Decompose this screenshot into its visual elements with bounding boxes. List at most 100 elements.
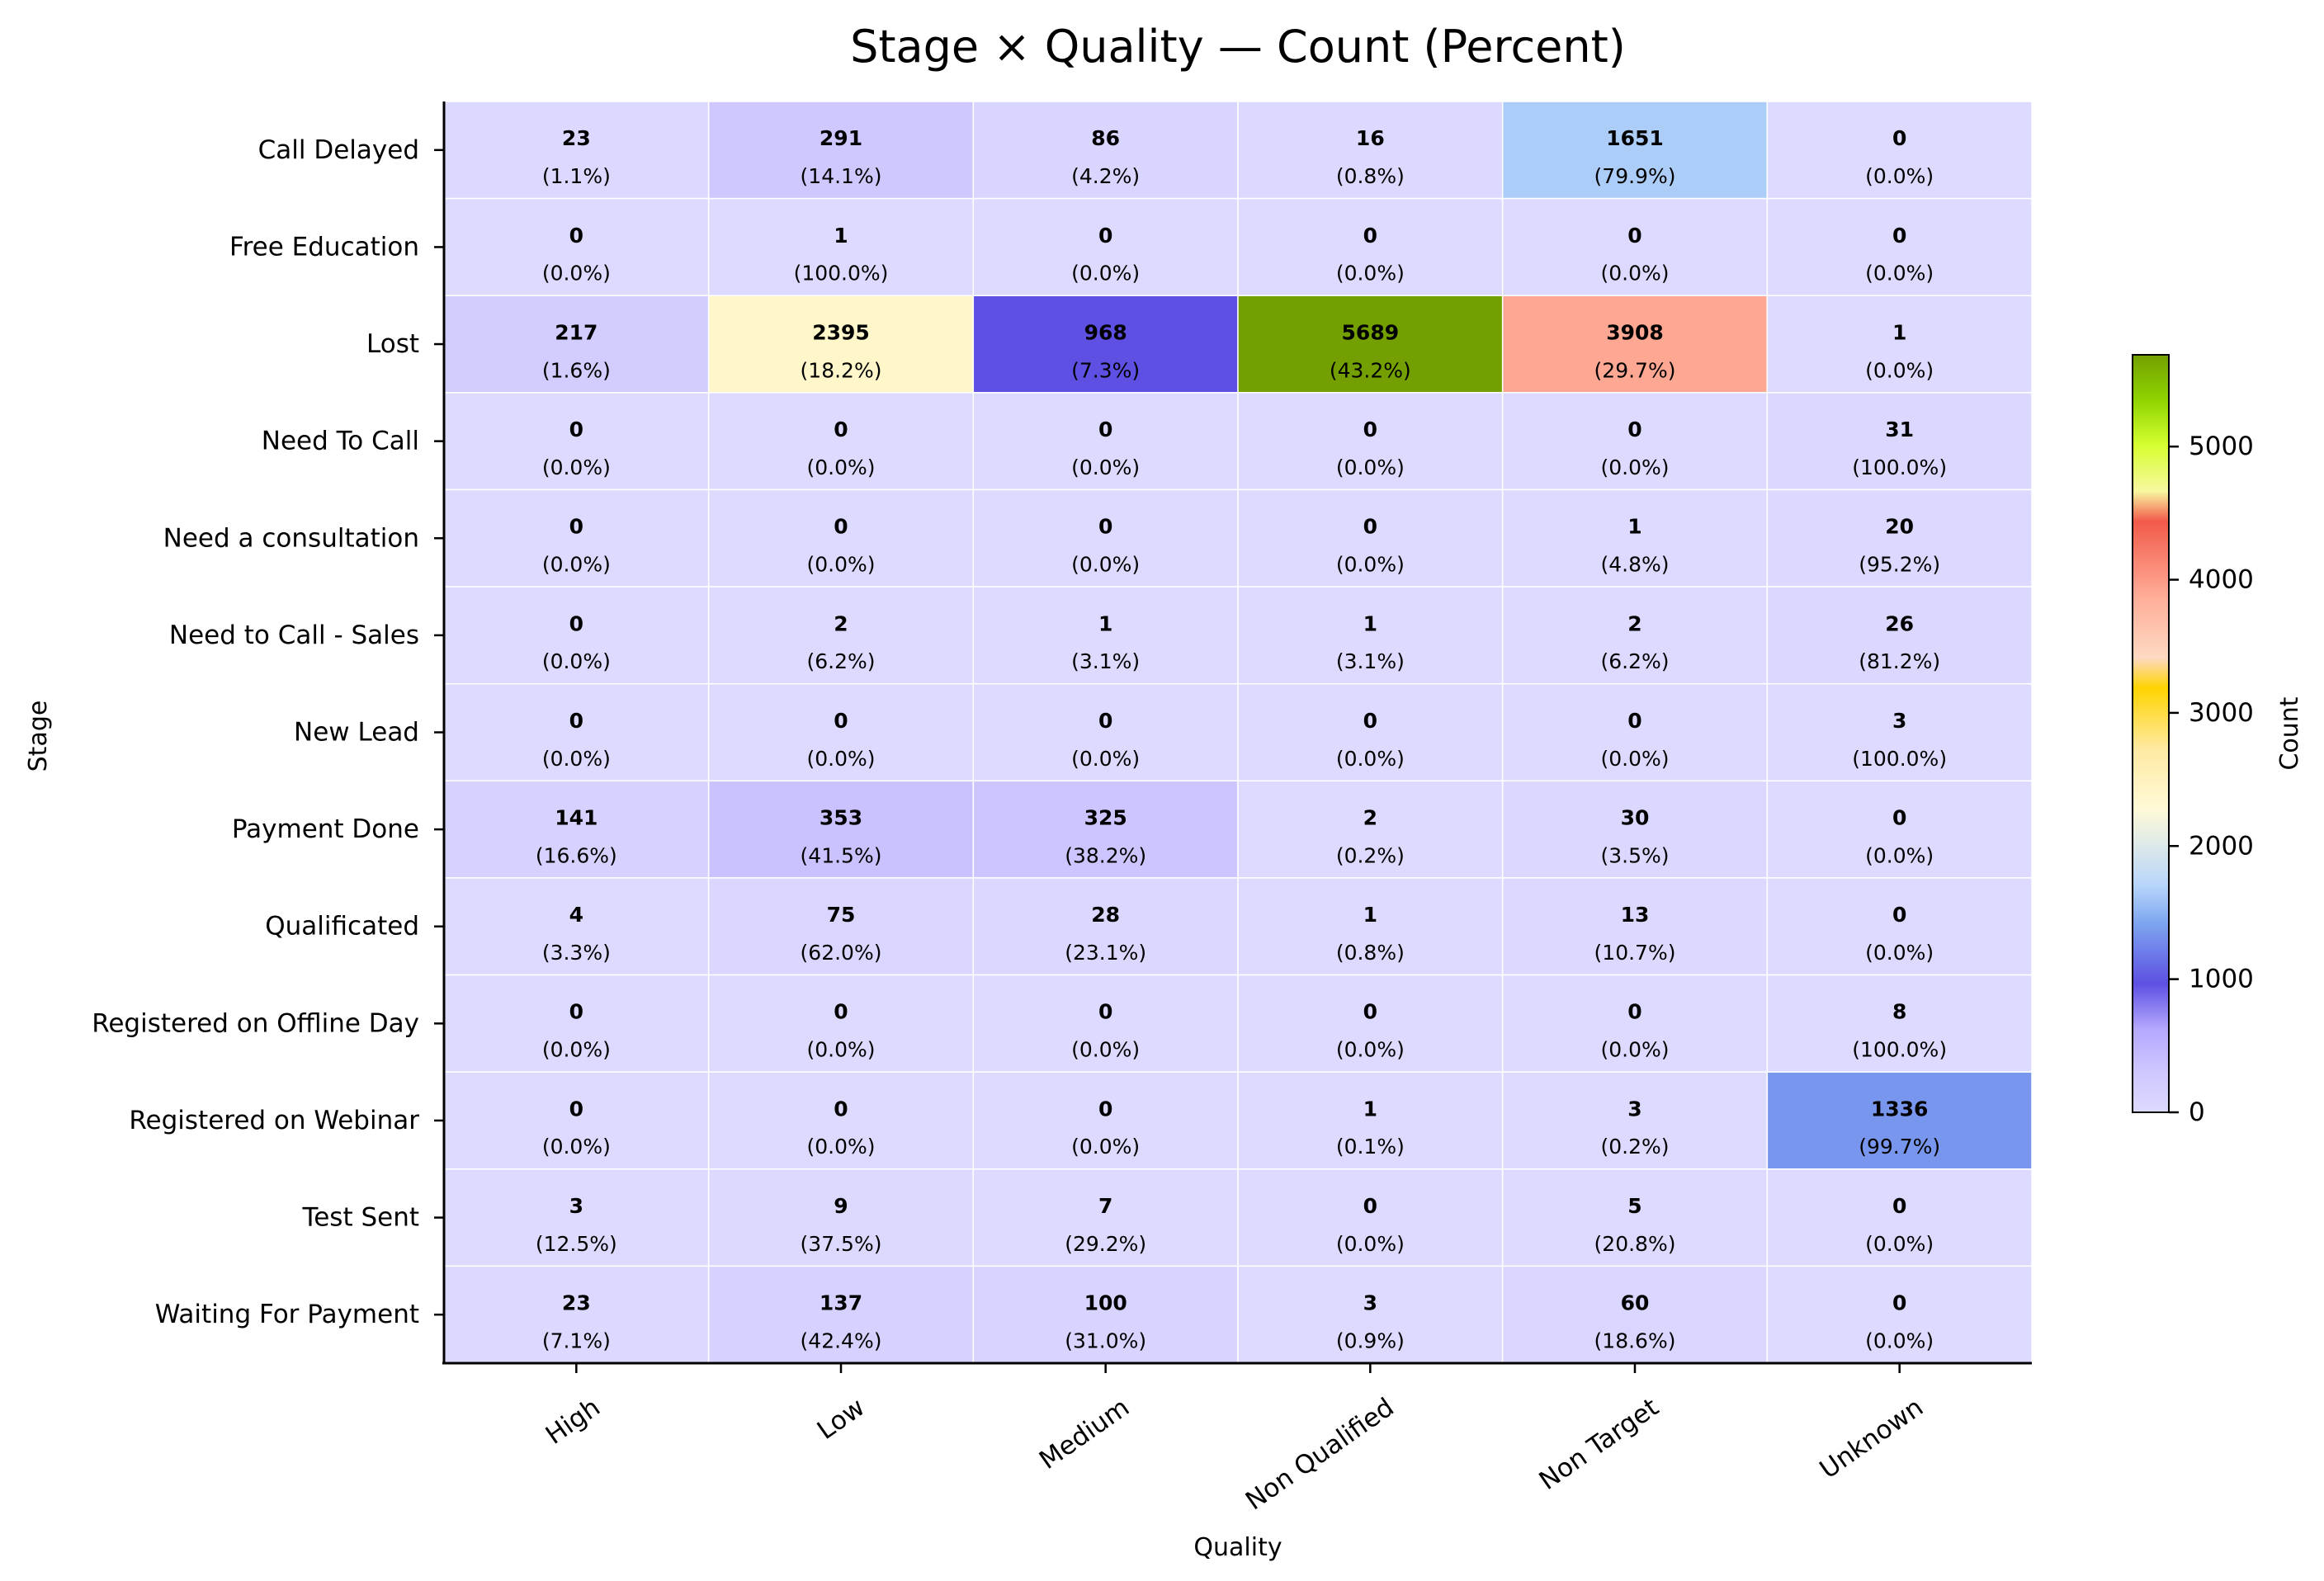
- cell-count-label: 217: [555, 320, 598, 344]
- heatmap-cell: [1766, 295, 2033, 394]
- cell-percent-label: (3.1%): [1336, 649, 1405, 673]
- heatmap-cell: [1766, 1168, 2033, 1267]
- cell-count-label: 28: [1091, 903, 1120, 927]
- cell-count-label: 0: [1627, 709, 1641, 733]
- cell-percent-label: (6.2%): [806, 649, 875, 673]
- cell-percent-label: (7.1%): [542, 1329, 611, 1352]
- cell-percent-label: (0.2%): [1600, 1135, 1669, 1159]
- heatmap-cell: [443, 392, 710, 491]
- heatmap-cell: [1501, 488, 1769, 588]
- colorbar: 0 1000 2000 3000 4000 5000 Count: [2132, 354, 2304, 1127]
- colorbar-tick-label: 0: [2189, 1097, 2205, 1127]
- cell-count-label: 60: [1621, 1291, 1650, 1315]
- heatmap-cell: [443, 877, 710, 976]
- cell-percent-label: (99.7%): [1859, 1135, 1940, 1159]
- cell-percent-label: (41.5%): [801, 843, 882, 867]
- cell-count-label: 0: [569, 611, 583, 635]
- cell-count-label: 1651: [1606, 126, 1664, 150]
- cell-percent-label: (0.0%): [806, 1038, 875, 1062]
- cell-percent-label: (0.9%): [1336, 1329, 1405, 1352]
- cell-percent-label: (0.0%): [542, 649, 611, 673]
- cell-count-label: 20: [1885, 515, 1914, 539]
- heatmap-cell: [972, 488, 1239, 588]
- heatmap-cell: [1501, 877, 1769, 976]
- heatmap-cell: [443, 101, 710, 200]
- cell-count-label: 3908: [1606, 320, 1664, 344]
- cell-count-label: 0: [1892, 1194, 1906, 1218]
- cell-percent-label: (0.0%): [1336, 747, 1405, 771]
- cell-percent-label: (7.3%): [1071, 358, 1140, 382]
- heatmap-cell: [443, 1168, 710, 1267]
- heatmap-cell: [1237, 101, 1504, 200]
- heatmap-cell: [1501, 1168, 1769, 1267]
- cell-count-label: 2: [1363, 806, 1377, 830]
- cell-percent-label: (29.2%): [1065, 1232, 1146, 1256]
- heatmap-cell: [707, 295, 975, 394]
- heatmap-cell: [707, 974, 975, 1073]
- cell-percent-label: (0.8%): [1336, 164, 1405, 188]
- cell-percent-label: (42.4%): [801, 1329, 882, 1352]
- cell-percent-label: (43.2%): [1330, 358, 1411, 382]
- cell-percent-label: (0.0%): [1865, 262, 1934, 286]
- heatmap-cell: [1237, 295, 1504, 394]
- cell-count-label: 0: [834, 418, 848, 441]
- cell-percent-label: (0.0%): [542, 747, 611, 771]
- heatmap-cell: [443, 974, 710, 1073]
- cell-percent-label: (100.0%): [1852, 1038, 1947, 1062]
- x-tick-label: Unknown: [1815, 1392, 1930, 1484]
- y-tick-label: Free Education: [229, 232, 419, 262]
- cell-percent-label: (0.0%): [542, 553, 611, 577]
- y-tick-label: Waiting For Payment: [155, 1300, 419, 1329]
- y-tick-label: Need to Call - Sales: [169, 621, 419, 650]
- cell-count-label: 0: [569, 1097, 583, 1121]
- cell-percent-label: (0.0%): [806, 553, 875, 577]
- colorbar-tick-label: 4000: [2189, 565, 2254, 595]
- cell-percent-label: (0.0%): [1865, 1232, 1934, 1256]
- cell-count-label: 0: [1098, 1097, 1112, 1121]
- cell-count-label: 0: [569, 515, 583, 539]
- cell-percent-label: (4.8%): [1600, 553, 1669, 577]
- cell-percent-label: (0.0%): [1336, 1038, 1405, 1062]
- cell-percent-label: (62.0%): [801, 941, 882, 965]
- cell-count-label: 353: [820, 806, 862, 830]
- heatmap-cell: [707, 682, 975, 782]
- cell-percent-label: (0.0%): [1336, 455, 1405, 479]
- colorbar-ticks: 0 1000 2000 3000 4000 5000: [2169, 432, 2254, 1127]
- heatmap-cell: [1237, 197, 1504, 296]
- cell-percent-label: (18.2%): [801, 358, 882, 382]
- cell-percent-label: (0.0%): [806, 455, 875, 479]
- colorbar-tick-label: 3000: [2189, 698, 2254, 728]
- cell-count-label: 0: [1363, 709, 1377, 733]
- cell-count-label: 0: [1627, 224, 1641, 248]
- heatmap-cell: [972, 1168, 1239, 1267]
- heatmap-cell: [1766, 488, 2033, 588]
- y-axis-label: Stage: [24, 701, 53, 772]
- cell-percent-label: (100.0%): [1852, 747, 1947, 771]
- heatmap-cell: [972, 877, 1239, 976]
- x-tick-label: Low: [812, 1392, 871, 1446]
- cell-count-label: 325: [1084, 806, 1127, 830]
- cell-count-label: 0: [834, 709, 848, 733]
- y-tick-label: Registered on Offline Day: [92, 1008, 419, 1038]
- heatmap-cell: [443, 586, 710, 685]
- cell-count-label: 1336: [1871, 1097, 1929, 1121]
- heatmap-cell: [707, 1168, 975, 1267]
- cell-percent-label: (10.7%): [1594, 941, 1676, 965]
- cell-count-label: 0: [569, 1000, 583, 1024]
- x-tick-label: Non Target: [1534, 1392, 1665, 1496]
- cell-percent-label: (0.0%): [542, 1038, 611, 1062]
- cell-percent-label: (0.0%): [1600, 1038, 1669, 1062]
- cell-count-label: 1: [1363, 903, 1377, 927]
- cell-count-label: 0: [834, 1000, 848, 1024]
- cell-percent-label: (0.0%): [1336, 262, 1405, 286]
- cell-count-label: 5689: [1342, 320, 1400, 344]
- heatmap-cell: [1237, 682, 1504, 782]
- chart-title: Stage × Quality — Count (Percent): [850, 21, 1626, 73]
- y-tick-labels: Call Delayed Free Education Lost Need To Ca…: [92, 135, 444, 1329]
- x-tick-label: Medium: [1034, 1392, 1135, 1475]
- heatmap-cell: [1501, 295, 1769, 394]
- heatmap-cell: [443, 488, 710, 588]
- heatmap-cell: [1501, 1265, 1769, 1364]
- heatmap-cell: [443, 682, 710, 782]
